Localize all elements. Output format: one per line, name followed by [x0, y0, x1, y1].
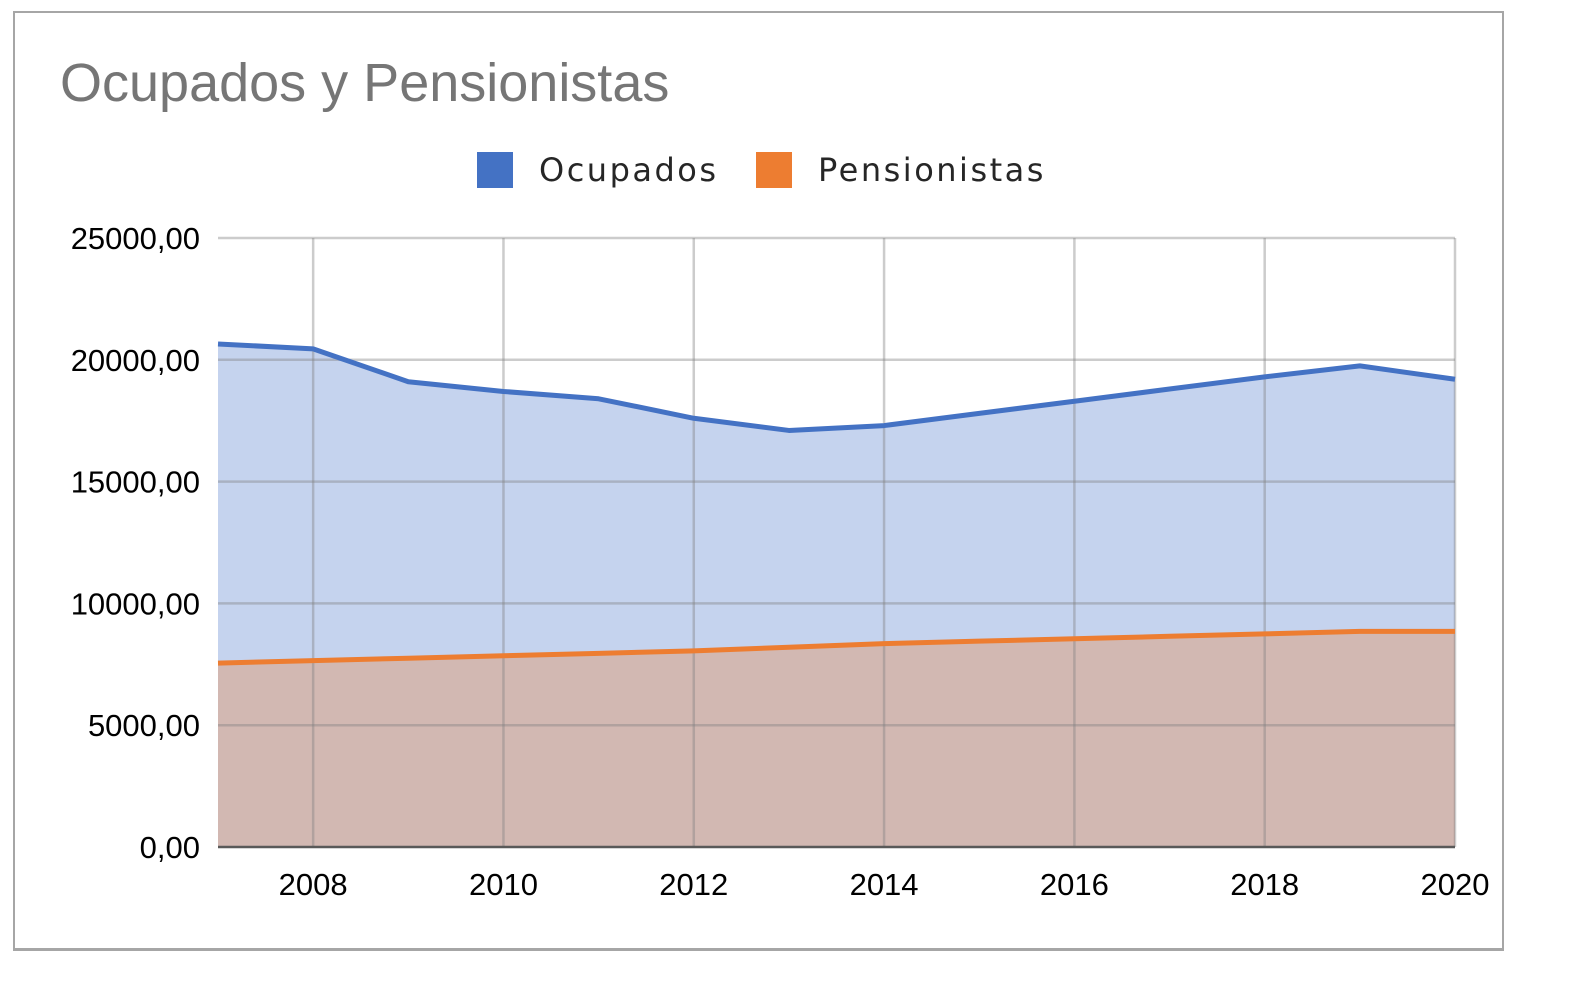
line-ocupados: [217, 341, 1456, 433]
x-tick-label: 2010: [469, 867, 538, 902]
y-tick-label: 15000,00: [71, 465, 200, 500]
y-tick-label: 20000,00: [71, 343, 200, 378]
chart-title: Ocupados y Pensionistas: [60, 53, 670, 113]
x-tick-label: 2012: [659, 867, 728, 902]
x-tick-label: 2018: [1230, 867, 1299, 902]
line-pensionistas: [217, 628, 1455, 666]
legend-label-pensionistas: Pensionistas: [818, 151, 1046, 189]
area-pensionistas: [218, 631, 1455, 847]
x-tick-label: 2014: [850, 867, 919, 902]
legend-item-pensionistas: Pensionistas: [756, 150, 1046, 190]
legend-label-ocupados: Ocupados: [539, 151, 719, 189]
y-tick-label: 25000,00: [71, 221, 200, 256]
y-tick-label: 5000,00: [88, 708, 200, 743]
y-tick-label: 0,00: [140, 830, 200, 865]
legend-item-ocupados: Ocupados: [477, 150, 719, 190]
x-tick-label: 2016: [1040, 867, 1109, 902]
x-tick-label: 2008: [279, 867, 348, 902]
legend-swatch-ocupados: [477, 152, 513, 188]
y-tick-label: 10000,00: [71, 586, 200, 621]
legend-swatch-pensionistas: [756, 152, 792, 188]
x-tick-label: 2020: [1421, 867, 1490, 902]
